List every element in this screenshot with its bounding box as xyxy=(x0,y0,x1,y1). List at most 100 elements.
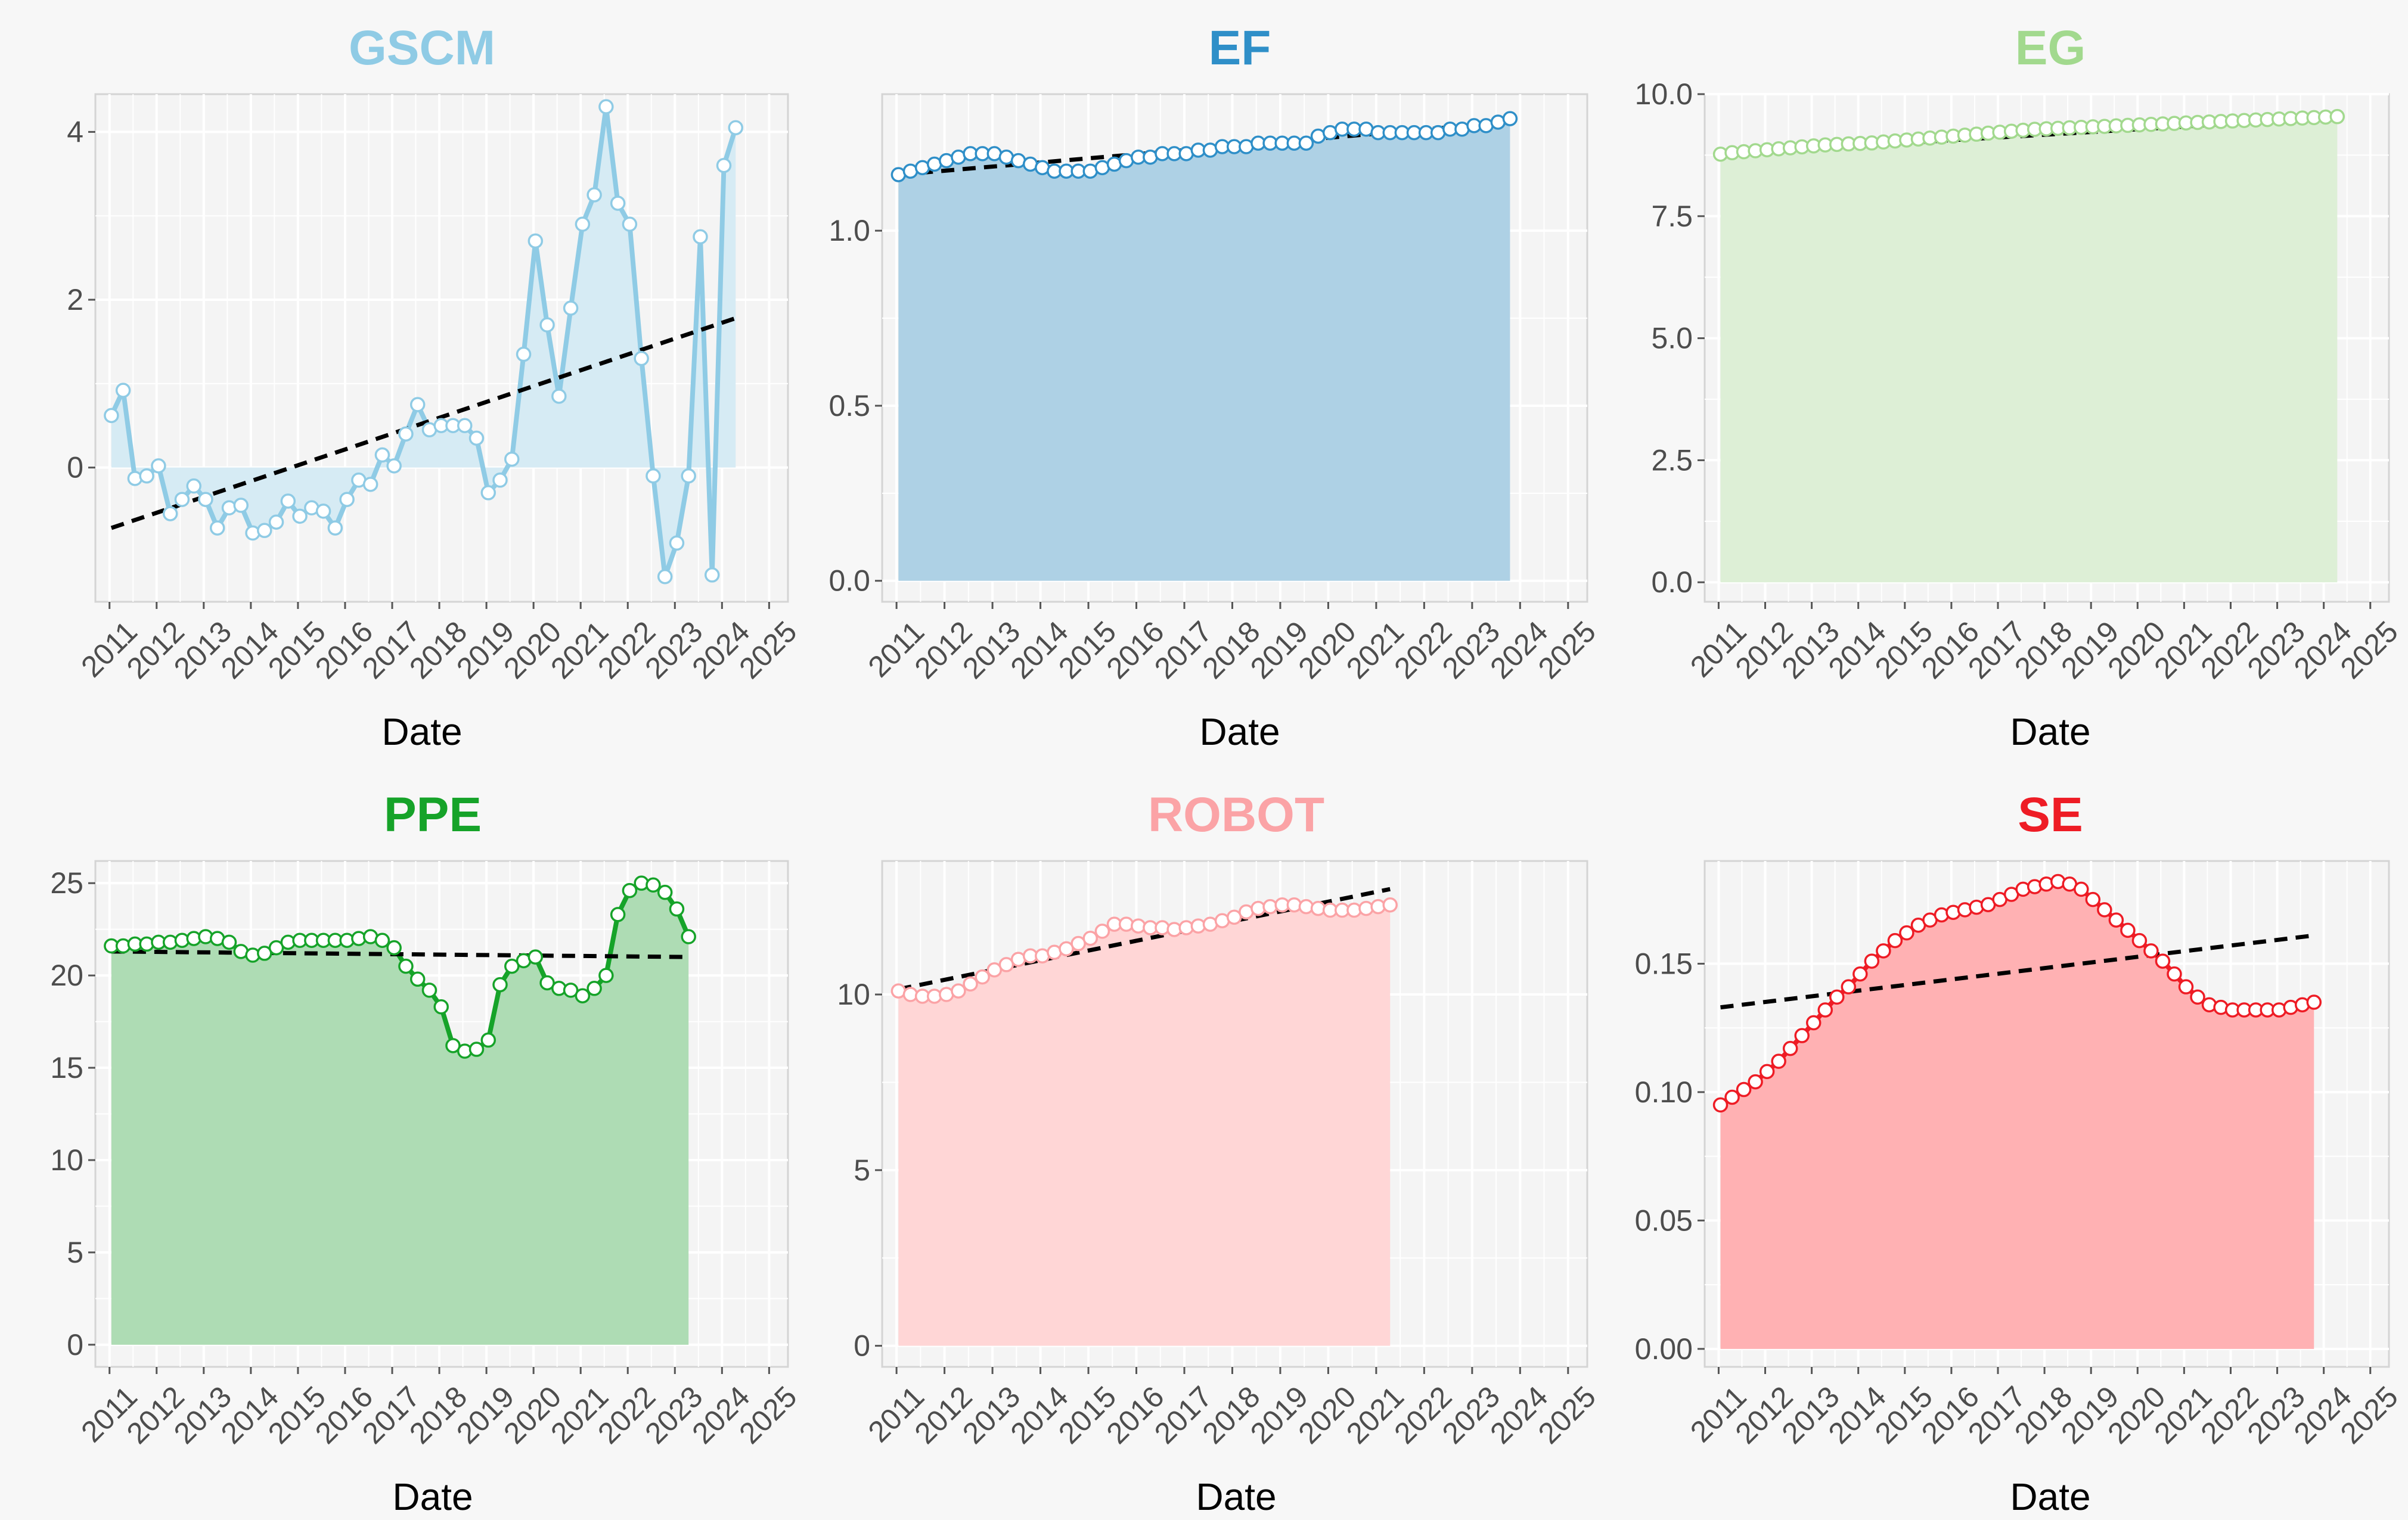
y-tick-label: 10 xyxy=(837,978,870,1011)
data-point xyxy=(563,300,579,316)
y-tick-label: 0 xyxy=(67,451,83,484)
data-point xyxy=(209,520,225,536)
data-point xyxy=(480,1032,497,1048)
data-point xyxy=(151,458,166,474)
x-axis-label: Date xyxy=(1196,1475,1276,1518)
y-tick-label: 0.05 xyxy=(1635,1204,1693,1237)
y-tick-label: 0 xyxy=(854,1329,870,1363)
data-point xyxy=(1082,930,1099,946)
data-point xyxy=(527,233,544,249)
data-point xyxy=(386,940,402,956)
panel-ppe: 2011201220132014201520162017201820192020… xyxy=(50,788,803,1518)
data-point xyxy=(551,388,567,404)
y-tick-label: 15 xyxy=(50,1051,83,1084)
y-tick-label: 0.0 xyxy=(1651,565,1693,599)
series-area xyxy=(111,107,736,577)
y-tick-label: 25 xyxy=(50,866,83,900)
data-point xyxy=(1130,918,1146,934)
series-area xyxy=(1720,881,2314,1349)
data-point xyxy=(504,451,520,467)
data-point xyxy=(198,492,213,507)
data-point xyxy=(162,506,178,521)
y-tick-label: 0.00 xyxy=(1635,1332,1693,1366)
data-point xyxy=(1724,1089,1740,1105)
data-point xyxy=(339,492,355,507)
data-point xyxy=(516,346,532,362)
data-point xyxy=(622,216,638,232)
data-point xyxy=(327,520,343,536)
y-tick-label: 4 xyxy=(67,115,83,148)
data-point xyxy=(1771,1053,1786,1069)
data-point xyxy=(610,907,626,922)
data-point xyxy=(280,493,296,509)
y-tick-label: 0.0 xyxy=(828,564,870,598)
data-point xyxy=(926,989,942,1004)
data-point xyxy=(681,929,696,944)
panel-title: ROBOT xyxy=(1148,788,1324,842)
panel-title: EG xyxy=(2015,21,2086,75)
data-point xyxy=(2190,989,2205,1005)
data-point xyxy=(421,983,437,998)
data-point xyxy=(1298,899,1314,915)
data-point xyxy=(174,492,190,507)
data-point xyxy=(1805,1015,1821,1031)
data-point xyxy=(386,458,402,474)
data-point xyxy=(527,949,544,965)
data-point xyxy=(1382,897,1398,913)
data-point xyxy=(1502,111,1518,126)
data-point xyxy=(975,969,990,985)
y-tick-label: 10 xyxy=(50,1143,83,1177)
data-point xyxy=(2178,979,2194,994)
data-point xyxy=(2097,902,2112,918)
data-point xyxy=(1864,953,1880,969)
data-point xyxy=(1817,1002,1833,1018)
data-point xyxy=(902,987,918,1002)
panel-se: 2011201220132014201520162017201820192020… xyxy=(1635,788,2404,1518)
data-point xyxy=(221,934,237,950)
panel-eg: 2011201220132014201520162017201820192020… xyxy=(1635,21,2404,753)
data-point xyxy=(1887,932,1903,949)
data-point xyxy=(669,535,685,551)
y-tick-label: 10.0 xyxy=(1635,77,1693,111)
data-point xyxy=(1841,979,1857,994)
panel-ef: 2011201220132014201520162017201820192020… xyxy=(828,21,1602,753)
data-point xyxy=(587,981,602,996)
data-point xyxy=(268,940,284,956)
panel-title: PPE xyxy=(384,788,482,842)
data-point xyxy=(2074,881,2089,897)
data-point xyxy=(492,473,508,488)
data-point xyxy=(1759,1064,1775,1080)
data-point xyxy=(409,397,426,412)
data-point xyxy=(2120,922,2136,938)
data-point xyxy=(1876,943,1891,959)
panel-title: EF xyxy=(1209,21,1271,75)
data-point xyxy=(587,187,602,203)
data-point xyxy=(1250,900,1266,916)
y-tick-label: 7.5 xyxy=(1651,200,1693,233)
data-point xyxy=(598,968,614,983)
y-tick-label: 2.5 xyxy=(1651,443,1693,477)
data-point xyxy=(504,958,520,974)
data-point xyxy=(1852,966,1868,982)
data-point xyxy=(445,1038,461,1053)
y-tick-label: 2 xyxy=(67,283,83,316)
panel-title: SE xyxy=(2018,788,2083,842)
data-point xyxy=(2085,891,2101,907)
data-point xyxy=(362,477,378,492)
data-point xyxy=(115,383,131,398)
data-point xyxy=(1286,897,1302,913)
data-point xyxy=(716,157,732,173)
data-point xyxy=(1712,1097,1729,1113)
x-axis-label: Date xyxy=(2010,1475,2090,1518)
plot-background xyxy=(94,93,789,603)
data-point xyxy=(1899,925,1914,941)
series-area xyxy=(898,904,1391,1346)
data-point xyxy=(669,901,685,917)
data-point xyxy=(693,229,708,245)
data-point xyxy=(2306,994,2322,1010)
data-point xyxy=(2167,966,2182,982)
x-axis-label: Date xyxy=(381,710,462,753)
series-area xyxy=(1720,116,2338,583)
data-point xyxy=(292,508,308,524)
